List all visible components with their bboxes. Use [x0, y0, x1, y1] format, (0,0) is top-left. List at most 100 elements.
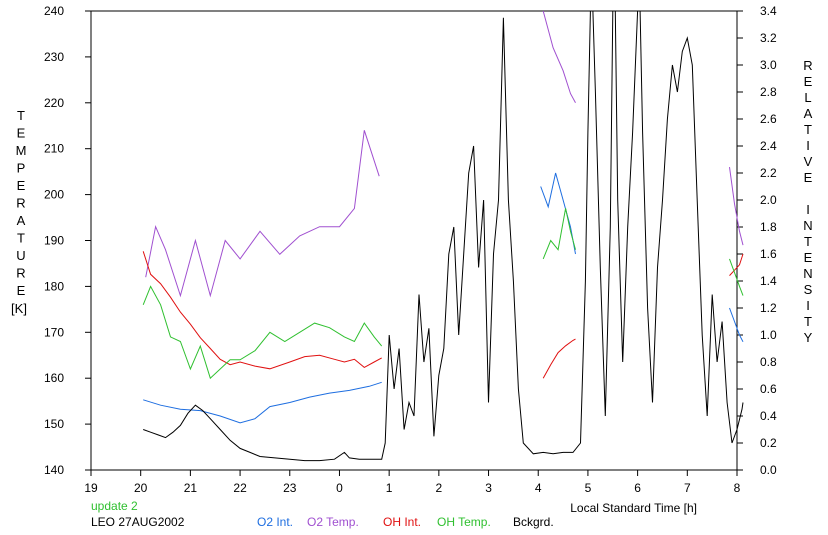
y2-tick-label: 0.8: [760, 355, 777, 369]
series-line-o2-temp: [542, 10, 576, 104]
x-axis-ticks: 19 20 21 22 23 0 1 2 3 4 5 6 7 8: [84, 470, 741, 495]
x-tick-label: 5: [585, 481, 592, 495]
series-line-oh-int: [142, 251, 382, 370]
y-tick-label: 210: [44, 142, 64, 156]
y-axis-label-letter: R: [16, 266, 25, 281]
series-line-o2-int: [729, 307, 744, 343]
series-line-o2-temp: [145, 130, 380, 298]
x-tick-label: 3: [485, 481, 492, 495]
x-tick-label: 21: [184, 481, 198, 495]
y-tick-label: 170: [44, 325, 64, 339]
y2-tick-label: 0.2: [760, 436, 777, 450]
y2-tick-label: 3.2: [760, 31, 777, 45]
series-line-oh-temp: [542, 208, 576, 260]
y2-tick-label: 1.6: [760, 247, 777, 261]
y2-tick-label: 2.8: [760, 85, 777, 99]
x-tick-label: 7: [684, 481, 691, 495]
x-tick-label: 4: [535, 481, 542, 495]
y2-axis-label-letter: R: [803, 58, 812, 73]
y-axis-label-letter: R: [16, 196, 25, 211]
x-tick-label: 0: [336, 481, 343, 495]
y-axis-label-letter: P: [17, 161, 26, 176]
y2-tick-label: 1.0: [760, 328, 777, 342]
series-line-o2-temp: [729, 167, 744, 246]
legend-item: O2 Temp.: [307, 515, 359, 529]
y-tick-label: 220: [44, 96, 64, 110]
x-tick-label: 23: [283, 481, 297, 495]
series-group: [142, 10, 744, 462]
x-tick-label: 1: [386, 481, 393, 495]
x-axis-label: Local Standard Time [h]: [570, 501, 697, 515]
y-tick-label: 150: [44, 417, 64, 431]
y2-axis-ticks: 0.0 0.2 0.4 0.6 0.8 1.0 1.2 1.4 1.6 1.8 2.0 2.2 2.4 2…: [737, 4, 777, 477]
y2-tick-label: 2.2: [760, 166, 777, 180]
y2-axis-label-letter: I: [806, 202, 810, 217]
y-tick-label: 180: [44, 279, 64, 293]
series-line-bckgrd: [143, 10, 744, 462]
legend-item: OH Temp.: [437, 515, 491, 529]
y2-axis-label-letter: A: [804, 106, 813, 121]
y2-axis-label-letter: E: [804, 250, 813, 265]
y2-axis-label-letter: Y: [804, 330, 813, 345]
y-tick-label: 190: [44, 234, 64, 248]
y2-axis-label-letter: I: [806, 138, 810, 153]
y2-tick-label: 2.4: [760, 139, 777, 153]
y-axis-label-letter: E: [17, 126, 26, 141]
y2-axis-label-letter: T: [804, 122, 812, 137]
y-tick-label: 230: [44, 50, 64, 64]
y-tick-label: 160: [44, 371, 64, 385]
x-tick-label: 19: [84, 481, 98, 495]
y-tick-label: 200: [44, 188, 64, 202]
y2-axis-label-letter: I: [806, 298, 810, 313]
y-axis-label-letter: E: [17, 283, 26, 298]
note-label: update 2: [91, 499, 138, 513]
y-axis-label-letter: U: [16, 248, 25, 263]
y2-axis-label-letter: S: [804, 282, 813, 297]
y-axis-label-letter: T: [17, 231, 25, 246]
x-tick-label: 8: [734, 481, 741, 495]
y2-tick-label: 0.4: [760, 409, 777, 423]
y2-axis-label-letter: E: [804, 74, 813, 89]
y2-tick-label: 0.6: [760, 382, 777, 396]
series-line-oh-temp: [729, 258, 744, 296]
y-tick-label: 140: [44, 463, 64, 477]
y2-axis-label-letter: N: [803, 266, 812, 281]
legend-item: O2 Int.: [257, 515, 293, 529]
x-tick-label: 22: [233, 481, 247, 495]
x-tick-label: 2: [436, 481, 443, 495]
y-axis-label-letter: E: [17, 178, 26, 193]
y-axis-ticks: 140 150 160 170 180 190 200 210 220 230 240: [44, 4, 91, 477]
y2-tick-label: 3.4: [760, 4, 777, 18]
y2-axis-label-letter: E: [804, 170, 813, 185]
series-line-oh-int: [542, 338, 576, 379]
y-unit-label: [K]: [11, 301, 27, 316]
legend-item: OH Int.: [383, 515, 421, 529]
y-tick-label: 240: [44, 4, 64, 18]
plot-frame: [90, 10, 738, 471]
series-line-oh-temp: [142, 285, 383, 380]
y2-axis-label-letter: T: [804, 314, 812, 329]
x-tick-label: 20: [134, 481, 148, 495]
y2-axis-label-letter: N: [803, 218, 812, 233]
series-line-o2-int: [143, 381, 382, 424]
legend: O2 Int. O2 Temp. OH Int. OH Temp. Bckgrd.: [257, 515, 554, 529]
y2-tick-label: 2.6: [760, 112, 777, 126]
y2-tick-label: 1.2: [760, 301, 777, 315]
legend-item: Bckgrd.: [513, 515, 554, 529]
y2-tick-label: 1.8: [760, 220, 777, 234]
x-tick-label: 6: [634, 481, 641, 495]
station-date-label: LEO 27AUG2002: [91, 515, 185, 529]
y2-axis-label-letter: V: [804, 154, 813, 169]
y-axis-label-letter: T: [17, 108, 25, 123]
series-line-oh-int: [729, 253, 744, 276]
y-axis-label-letter: M: [16, 143, 27, 158]
y-axis-label-letter: A: [17, 213, 26, 228]
y2-axis-label-letter: L: [804, 90, 811, 105]
y2-tick-label: 1.4: [760, 274, 777, 288]
y2-tick-label: 3.0: [760, 58, 777, 72]
series-line-o2-int: [540, 172, 576, 255]
y2-axis-label-letter: T: [804, 234, 812, 249]
